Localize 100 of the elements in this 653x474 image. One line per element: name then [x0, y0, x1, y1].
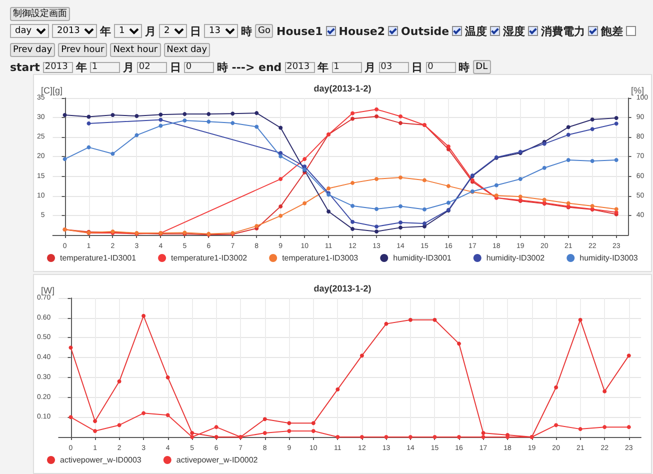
y2-axis-title: [%]	[630, 86, 644, 96]
text-field[interactable]: 0	[184, 62, 214, 72]
point	[262, 417, 267, 422]
dropdown[interactable]: 2	[159, 24, 187, 38]
point	[278, 177, 283, 182]
chart-title: day(2013-1-2)	[314, 84, 372, 94]
button[interactable]: DL	[472, 60, 491, 74]
point	[446, 184, 450, 188]
point	[422, 178, 426, 182]
legend-label: activepower_w-ID0002	[176, 456, 258, 464]
point	[626, 354, 631, 358]
text: 時 ---> end	[216, 60, 282, 74]
text: 日	[412, 60, 423, 74]
point	[350, 116, 355, 121]
dropdown[interactable]: 2013	[52, 24, 97, 38]
point	[602, 425, 607, 430]
point	[311, 421, 316, 426]
point	[457, 342, 462, 346]
point	[398, 226, 403, 230]
text-field[interactable]: 0	[426, 62, 456, 72]
point	[626, 425, 631, 430]
text: 湿度	[503, 24, 526, 38]
point	[206, 112, 211, 116]
point	[590, 204, 594, 208]
point	[432, 318, 437, 322]
point	[374, 229, 379, 234]
dropdown[interactable]: 13	[204, 24, 238, 38]
point	[422, 221, 426, 226]
legend-label: activepower_w-ID0003	[60, 456, 142, 464]
point	[614, 207, 618, 212]
point	[278, 154, 283, 158]
point	[554, 385, 558, 390]
point	[398, 121, 403, 126]
text: 消費電力	[541, 24, 586, 38]
point	[158, 124, 163, 128]
button[interactable]: Next day	[164, 43, 210, 57]
text-field[interactable]: 2013	[284, 62, 315, 72]
point	[278, 204, 283, 208]
point	[158, 112, 163, 117]
button[interactable]: Go	[255, 24, 274, 38]
legend-label: humidity-ID3001	[393, 254, 452, 262]
text: start	[10, 60, 40, 74]
point	[278, 126, 283, 130]
text: 年	[100, 24, 111, 38]
point	[302, 157, 307, 162]
point	[110, 152, 115, 156]
point	[326, 186, 331, 190]
point	[374, 114, 379, 118]
text: 月	[122, 60, 134, 74]
point	[554, 423, 558, 428]
point	[614, 158, 618, 162]
text-field[interactable]: 1	[332, 62, 362, 72]
point	[614, 122, 618, 126]
dropdown[interactable]: 1	[114, 24, 142, 38]
legend-label: humidity-ID3002	[486, 254, 546, 262]
point	[142, 411, 146, 416]
point	[287, 429, 292, 434]
point	[542, 166, 546, 170]
point	[408, 318, 412, 322]
point	[494, 183, 498, 188]
point	[374, 177, 379, 182]
text-field[interactable]: 02	[136, 62, 167, 72]
point	[68, 346, 73, 350]
point	[158, 118, 163, 122]
text: House1	[276, 24, 323, 38]
button[interactable]: 制御設定画面	[10, 7, 70, 21]
text-field[interactable]: 03	[378, 62, 409, 72]
dropdown[interactable]: day	[10, 24, 49, 38]
text: 年	[318, 60, 329, 74]
point	[86, 121, 91, 126]
point	[350, 220, 355, 224]
chart-title: day(2013-1-2)	[314, 284, 372, 294]
point	[166, 375, 170, 380]
point	[398, 175, 403, 180]
point	[134, 114, 139, 118]
text-field[interactable]: 2013	[42, 62, 73, 72]
point	[602, 389, 607, 394]
point	[398, 220, 403, 224]
text: Outside	[401, 24, 450, 38]
text: 飽差	[601, 24, 624, 38]
point	[614, 116, 618, 120]
point	[446, 200, 450, 205]
point	[566, 132, 570, 137]
point	[93, 429, 98, 434]
point	[422, 207, 426, 212]
point	[590, 159, 594, 164]
point	[494, 193, 498, 198]
point	[62, 157, 67, 162]
text-field[interactable]: 1	[90, 62, 120, 72]
point	[326, 210, 331, 214]
point	[566, 125, 570, 130]
point	[134, 133, 139, 138]
point	[590, 118, 594, 122]
button[interactable]: Prev hour	[58, 43, 108, 57]
button[interactable]: Prev day	[10, 43, 56, 57]
point	[254, 224, 259, 228]
point	[566, 201, 570, 206]
point	[374, 206, 379, 211]
text: 日	[170, 60, 181, 74]
button[interactable]: Next hour	[110, 43, 161, 57]
